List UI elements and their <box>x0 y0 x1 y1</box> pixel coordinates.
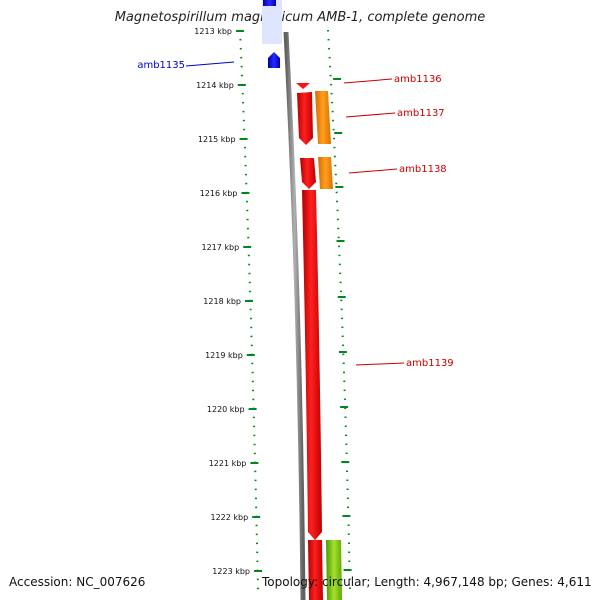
genome-backbone <box>283 31 306 600</box>
tick-label: 1216 kbp <box>200 189 238 198</box>
orange-feature-2 <box>318 157 333 189</box>
gene-label-amb1136[interactable]: amb1136 <box>394 74 442 85</box>
tick-label: 1223 kbp <box>212 567 250 576</box>
genome-summary-text: Topology: circular; Length: 4,967,148 bp… <box>262 575 592 589</box>
red-feature-bottom <box>308 540 323 600</box>
gene-label-amb1137[interactable]: amb1137 <box>397 108 445 119</box>
gene-leader-line <box>185 61 235 67</box>
green-feature-bottom <box>326 540 342 600</box>
gene-label-group: amb1135 amb1136 amb1137 amb1138 amb1139 <box>137 60 453 369</box>
gene-leader-line <box>343 78 393 84</box>
gene-amb1137-arrow[interactable] <box>315 91 331 144</box>
tick-label: 1218 kbp <box>203 297 241 306</box>
gene-amb1135-arrow[interactable] <box>268 52 280 68</box>
gene-leader-line <box>355 362 405 366</box>
reverse-highlight <box>262 0 282 44</box>
gene-label-amb1139[interactable]: amb1139 <box>406 358 454 369</box>
gene-amb1136-arrow[interactable] <box>297 92 313 145</box>
gene-label-amb1135[interactable]: amb1135 <box>137 60 185 71</box>
gene-marker-arrow <box>296 83 310 89</box>
tick-label: 1221 kbp <box>209 459 247 468</box>
accession-text: Accession: NC_007626 <box>9 575 146 589</box>
tick-label: 1219 kbp <box>205 351 243 360</box>
tick-label: 1217 kbp <box>201 243 239 252</box>
gene-amb1138-arrow[interactable] <box>300 158 316 189</box>
gene-label-amb1138[interactable]: amb1138 <box>399 164 447 175</box>
map-title: Magnetospirillum magneticum AMB-1, compl… <box>114 10 486 25</box>
left-tick-rail <box>239 29 259 591</box>
gene-amb1139-arrow[interactable] <box>302 190 322 540</box>
reverse-cds-segment <box>263 0 276 6</box>
right-tick-rail <box>327 29 351 591</box>
tick-label: 1213 kbp <box>194 27 232 36</box>
tick-label: 1222 kbp <box>210 513 248 522</box>
tick-label: 1220 kbp <box>207 405 245 414</box>
gene-leader-line <box>348 168 398 174</box>
gene-leader-line <box>345 112 396 118</box>
tick-group: 1213 kbp 1214 kbp 1215 kbp 1216 kbp 1217 kbp… <box>194 27 352 576</box>
tick-label: 1214 kbp <box>196 81 234 90</box>
tick-label: 1215 kbp <box>198 135 236 144</box>
